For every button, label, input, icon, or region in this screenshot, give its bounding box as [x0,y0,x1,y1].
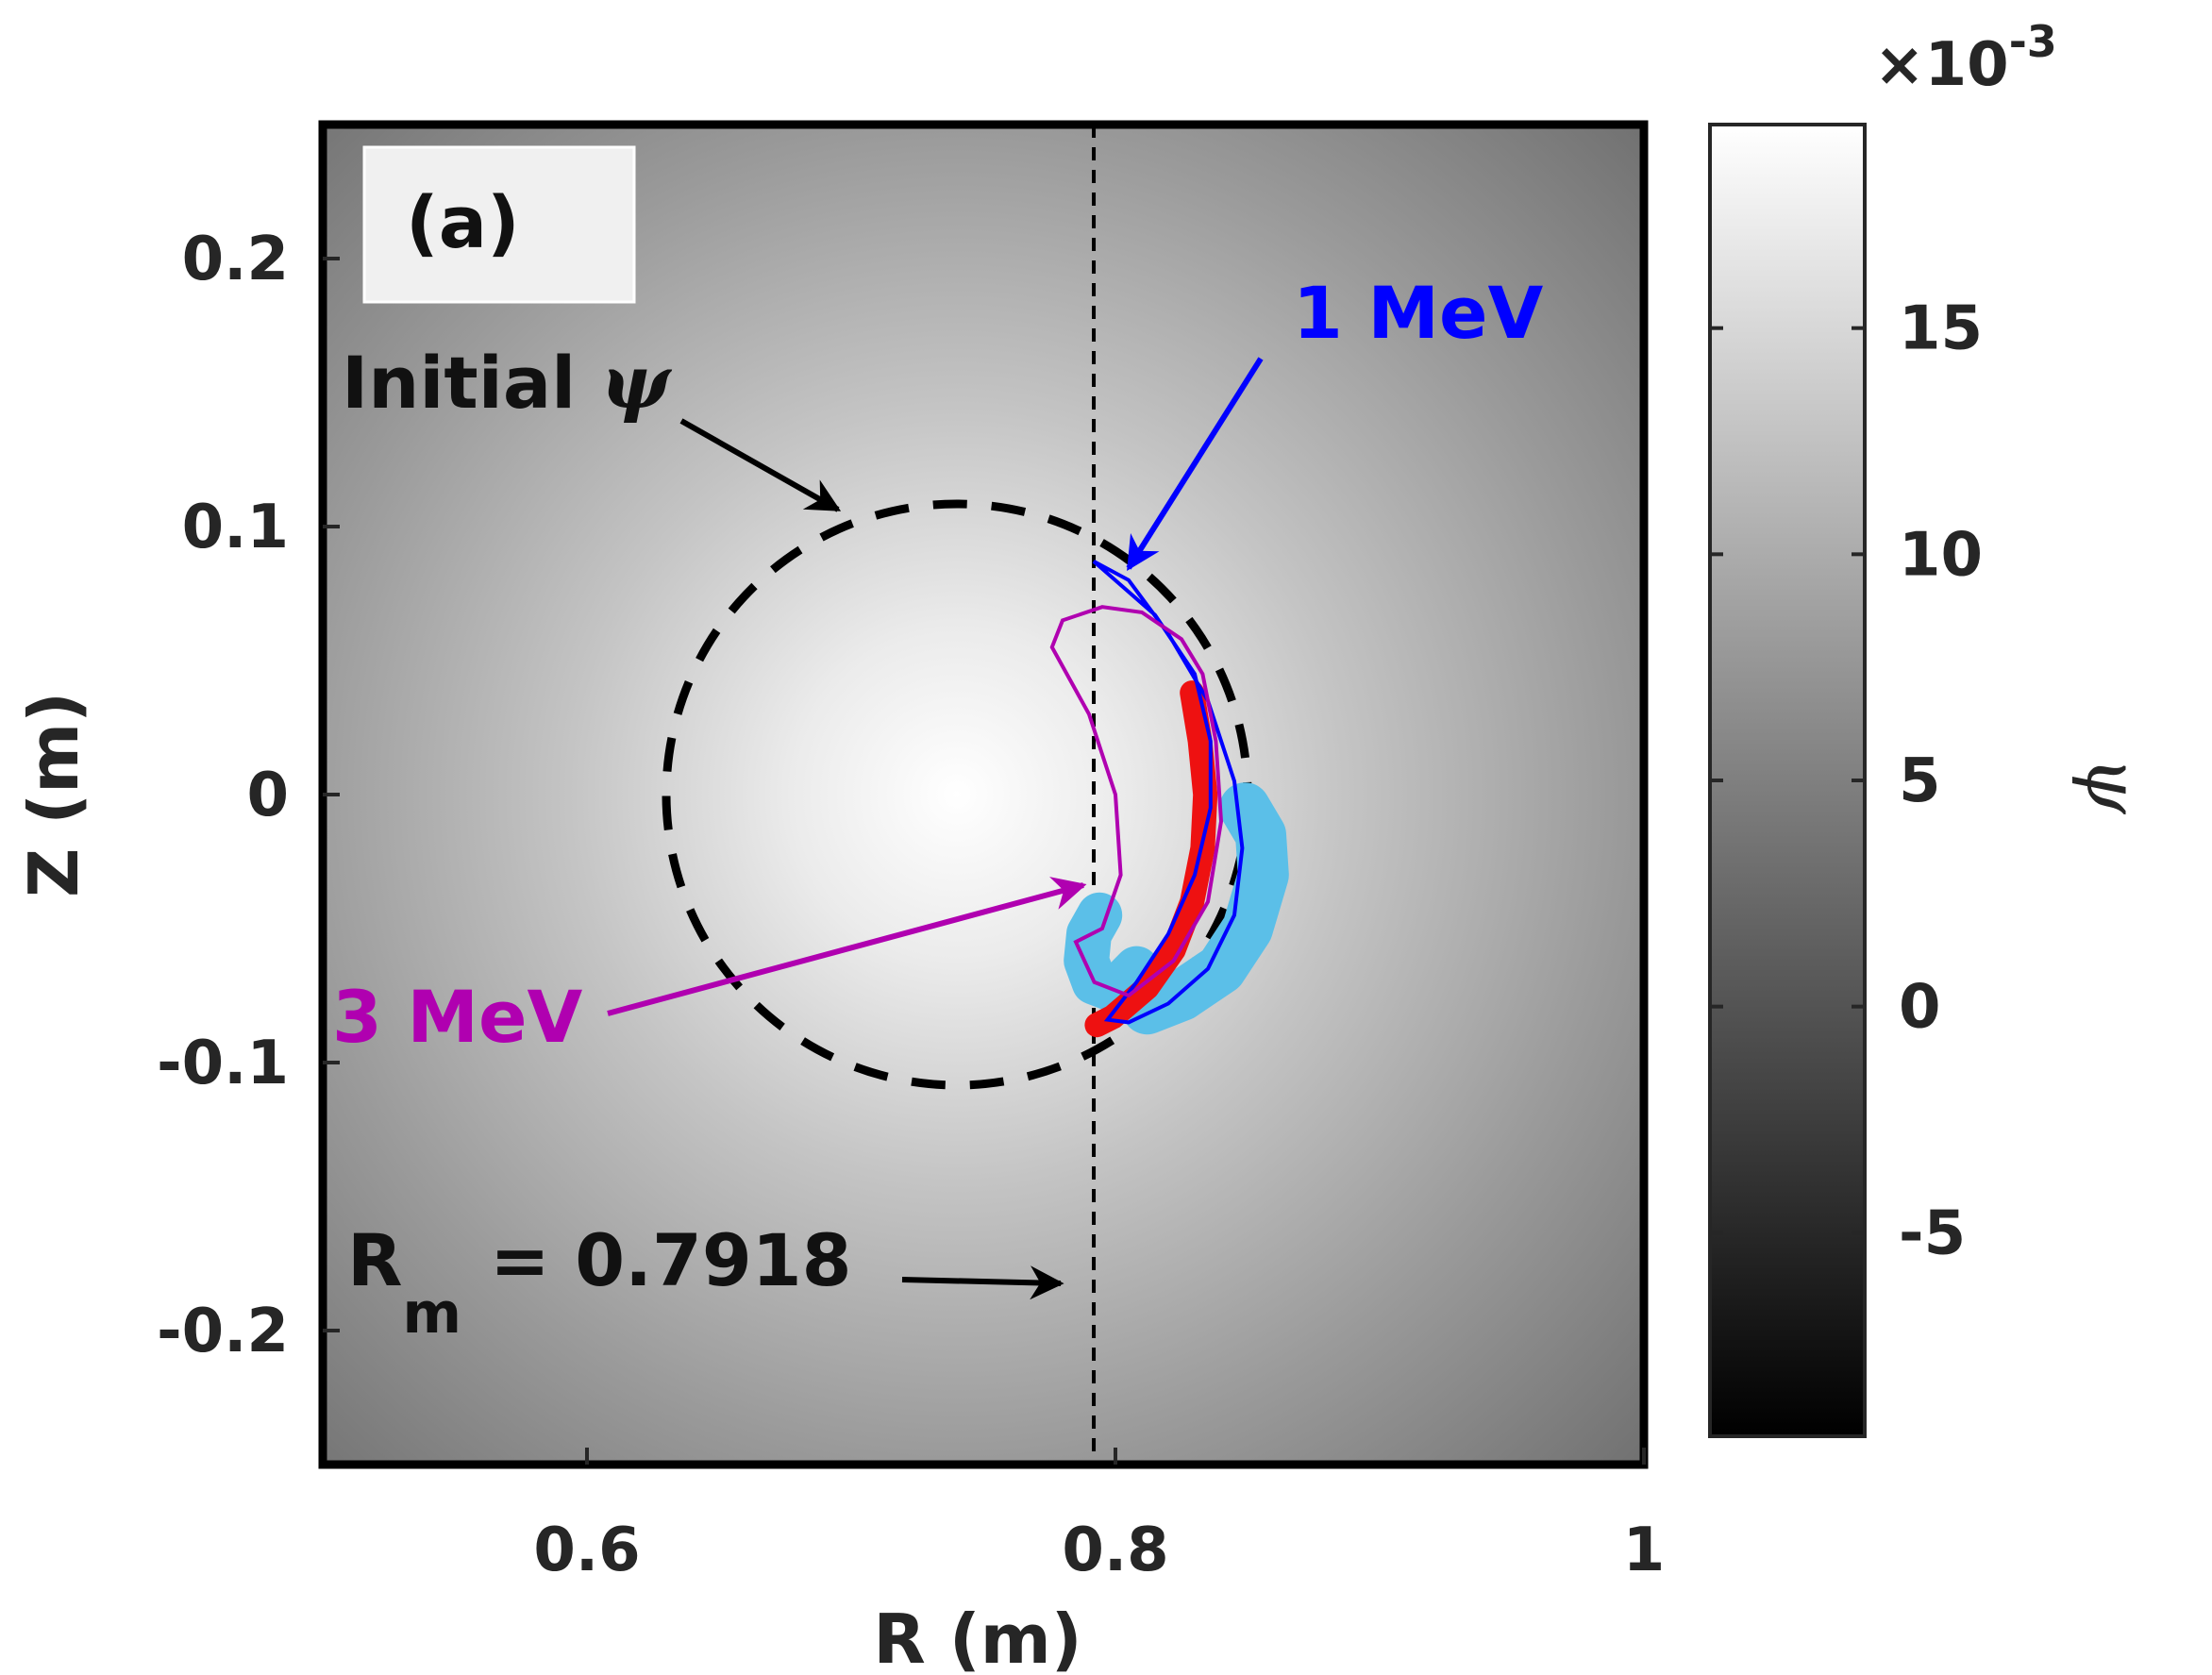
plot-content [662,125,1289,1465]
initial-psi-arrow [679,418,842,512]
y-ticks: 0.2 0.1 0 -0.1 -0.2 [157,225,340,1366]
svg-text:Rm= 0.7918: Rm = 0.7918 [347,1218,851,1347]
initial-psi-annotation: Initial ψ [342,340,842,512]
colorbar-label: ψ [2070,756,2154,814]
colorbar-tick-label: 5 [1899,746,1941,816]
mev1-arrow [1126,357,1264,572]
mev1-annotation: 1 MeV [1126,271,1544,572]
colorbar-ticks: 15 10 5 0 -5 [1710,294,1983,1268]
rm-annotation: Rm = 0.7918 [347,1218,1064,1347]
x-ticks: 0.6 0.8 1 [533,1448,1665,1585]
y-tick-label: 0.2 [182,225,289,294]
colorbar: 15 10 5 0 -5 ×10-3 ψ [1708,16,2154,1438]
x-tick-label: 1 [1623,1516,1666,1585]
colorbar-tick-label: -5 [1899,1198,1966,1268]
initial-psi-label: Initial [342,341,601,425]
colorbar-tick-label: 10 [1899,520,1983,590]
rm-symbol: R [347,1218,403,1302]
panel-label-box: (a) [362,145,636,304]
colorbar-exponent: ×10-3 [1874,16,2057,100]
initial-psi-symbol: ψ [601,340,673,426]
y-axis-label: Z (m) [14,692,93,897]
colorbar-tick-label: 0 [1899,973,1941,1043]
rm-value: = 0.7918 [490,1218,851,1302]
panel-label: (a) [406,180,520,264]
rm-subscript: m [403,1281,462,1347]
x-axis-label: R (m) [873,1600,1081,1675]
x-tick-label: 0.6 [533,1516,640,1585]
y-tick-label: 0 [246,761,289,830]
y-tick-label: -0.2 [157,1297,289,1366]
mev3-arrow [607,877,1087,1016]
colorbar-multiplier: ×10 [1874,30,2009,100]
x-tick-label: 0.8 [1062,1516,1168,1585]
plot-area: 0.6 0.8 1 0.2 0.1 0 -0.1 -0.2 [157,120,1665,1585]
mev1-label: 1 MeV [1293,271,1544,355]
colorbar-gradient-bar [1708,123,1867,1438]
red-orbit-band [1084,680,1218,1038]
colorbar-exponent-value: -3 [2009,16,2057,67]
rm-arrow [901,1265,1064,1300]
svg-text:Initial ψ: Initial ψ [342,340,673,426]
colorbar-tick-label: 15 [1899,294,1983,364]
y-tick-label: -0.1 [157,1029,289,1098]
mev3-label: 3 MeV [332,975,583,1059]
orbit-3mev [1049,605,1224,998]
cyan-orbit-band-large [1121,782,1289,1035]
y-tick-label: 0.1 [182,493,289,562]
psi-heatmap [323,125,1644,1465]
mev3-annotation: 3 MeV [332,877,1087,1059]
